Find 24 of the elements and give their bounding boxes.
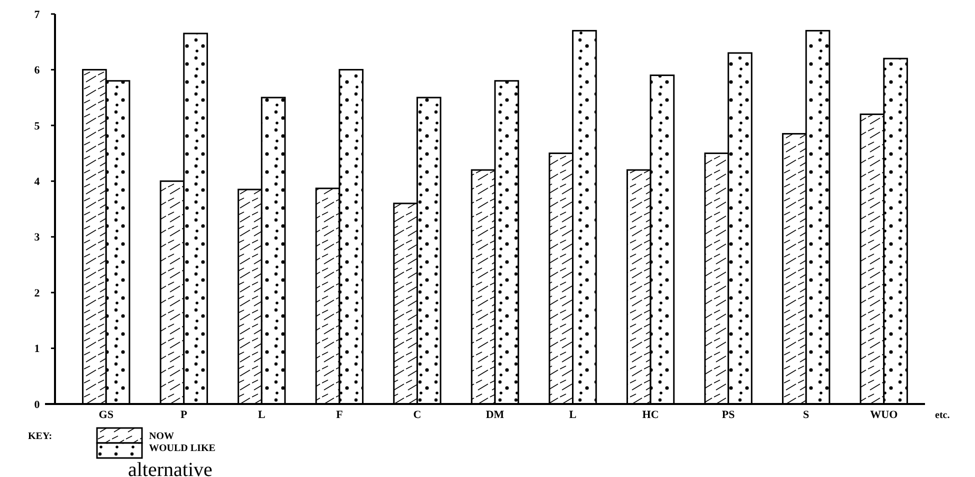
x-tick-label: F <box>336 409 344 421</box>
text: alternative <box>128 459 213 477</box>
y-tick-label: 7 <box>34 8 40 21</box>
x-tick-label: S <box>803 409 810 421</box>
y-tick-label: 3 <box>34 232 40 244</box>
legend-label: WOULD LIKE <box>149 443 216 454</box>
y-tick-label: 1 <box>34 343 40 356</box>
x-tick-label: GS <box>98 409 114 421</box>
y-tick-label: 6 <box>34 64 40 77</box>
x-tick-label: L <box>258 409 266 421</box>
x-tick-label: L <box>569 409 576 421</box>
legend-label: NOW <box>149 431 174 442</box>
x-tick-label: C <box>413 409 422 421</box>
y-tick-label: 4 <box>34 176 40 188</box>
x-tick-label: PS <box>722 409 735 421</box>
text: etc. <box>935 410 950 421</box>
legend-title: KEY: <box>28 431 52 442</box>
y-tick-label: 5 <box>34 120 40 132</box>
x-tick-label: P <box>180 409 188 421</box>
x-tick-label: WUO <box>870 409 898 421</box>
y-tick-label: 2 <box>34 287 40 300</box>
x-tick-label: DM <box>486 409 505 421</box>
x-tick-label: HC <box>642 409 659 421</box>
y-tick-label: 0 <box>34 398 40 411</box>
